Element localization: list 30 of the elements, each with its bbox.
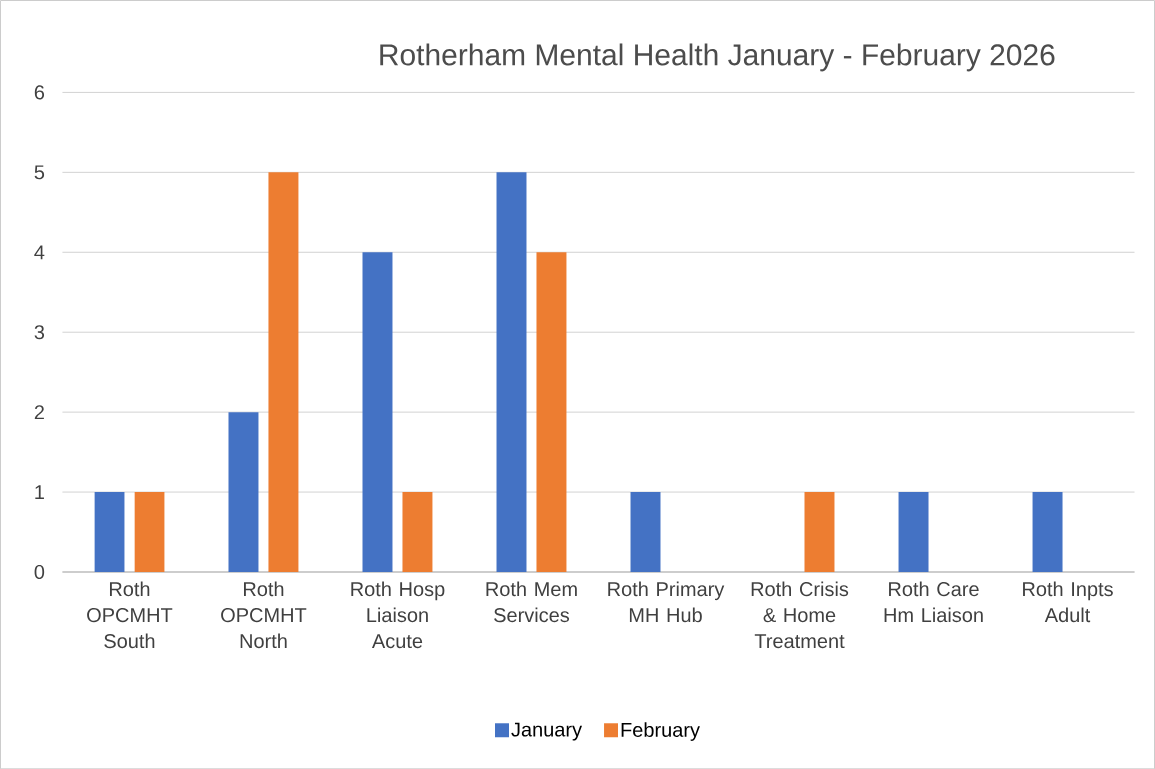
y-tick-label: 3 xyxy=(34,324,45,340)
bar xyxy=(898,491,929,572)
x-tick-label: Roth Care Hm Liaison xyxy=(884,581,983,623)
y-tick-label: 5 xyxy=(34,165,45,180)
bar xyxy=(804,491,835,572)
bar xyxy=(228,411,259,572)
chart-title: Rotherham Mental Health January - February 2026 xyxy=(380,43,1055,72)
bar xyxy=(362,252,393,572)
y-tick-label: 1 xyxy=(35,485,44,499)
bar xyxy=(630,491,661,572)
y-tick-label: 2 xyxy=(34,405,44,419)
x-tick-label: Roth Inpts Adult xyxy=(1023,581,1113,623)
legend-label: February xyxy=(621,722,700,741)
x-tick-label: Roth Hosp Liaison Acute xyxy=(351,581,445,648)
bar xyxy=(536,252,567,572)
bar xyxy=(402,491,433,572)
bar xyxy=(268,172,299,572)
y-tick-label: 6 xyxy=(34,85,45,100)
legend-label: January xyxy=(511,722,583,741)
y-tick-label: 0 xyxy=(34,564,45,579)
x-tick-label: Roth OPCMHT North xyxy=(221,581,307,648)
x-tick-label: Roth Primary MH Hub xyxy=(608,581,725,623)
bar xyxy=(134,491,165,572)
bar xyxy=(1032,491,1063,572)
x-tick-label: Roth OPCMHT South xyxy=(87,581,173,648)
bar xyxy=(94,491,125,572)
x-tick-label: Roth Mem Services xyxy=(486,581,577,623)
x-tick-label: Roth Crisis & Home Treatment xyxy=(751,581,849,648)
y-tick-label: 4 xyxy=(34,245,45,259)
bar xyxy=(496,172,527,572)
